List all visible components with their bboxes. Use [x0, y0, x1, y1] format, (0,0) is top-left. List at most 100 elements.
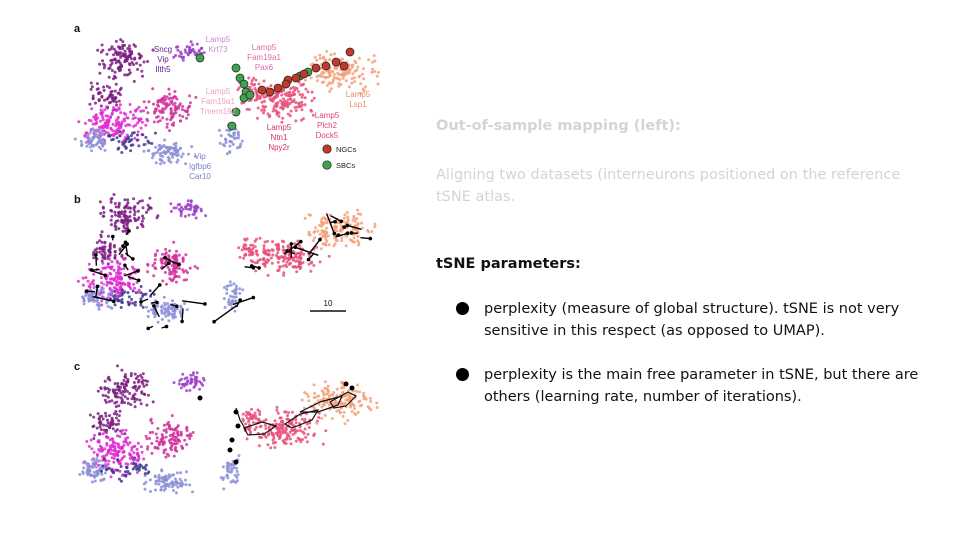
scatter-point: [113, 382, 117, 386]
scatter-point: [114, 219, 118, 223]
scatter-point: [112, 391, 116, 395]
scatter-point: [300, 108, 304, 112]
scatter-point: [111, 122, 115, 126]
scatter-point: [114, 441, 118, 445]
scatter-point: [102, 85, 105, 89]
scatter-point: [112, 53, 116, 57]
scatter-point: [162, 451, 166, 455]
scatter-point: [173, 265, 177, 269]
scatter-point: [92, 250, 96, 254]
scatter-point: [181, 258, 185, 262]
scatter-point: [249, 259, 253, 263]
scatter-point: [181, 105, 185, 108]
scatter-point: [104, 394, 108, 398]
scatter-point: [109, 289, 113, 293]
scatter-point: [100, 43, 104, 47]
scatter-point: [123, 49, 127, 53]
scatter-point: [110, 138, 114, 142]
scatter-point: [113, 276, 117, 280]
scatter-point: [118, 130, 122, 134]
scatter-point: [124, 462, 128, 466]
scatter-point: [114, 124, 118, 128]
scatter-point: [117, 99, 121, 103]
scatter-point: [299, 265, 303, 269]
scatter-point: [119, 65, 123, 69]
scatter-point: [120, 151, 124, 154]
scatter-point: [257, 444, 261, 448]
scatter-point: [107, 400, 111, 404]
scatter-point: [104, 266, 108, 270]
scatter-point: [115, 103, 118, 107]
scatter-point: [164, 430, 168, 434]
scatter-point: [113, 445, 117, 449]
scatter-point: [96, 141, 100, 145]
scatter-point: [176, 203, 180, 207]
scatter-point: [340, 72, 344, 76]
arrow-head: [180, 319, 184, 324]
scatter-point: [146, 208, 150, 212]
scatter-point: [108, 257, 111, 261]
scatter-point: [100, 230, 104, 234]
sbc-points: [195, 53, 313, 131]
scatter-point: [111, 440, 115, 443]
scatter-point: [233, 292, 237, 296]
scatter-point: [107, 459, 111, 463]
scatter-point: [108, 422, 112, 426]
scatter-point: [304, 87, 308, 91]
scatter-point: [146, 119, 150, 123]
scatter-point: [186, 380, 189, 384]
scatter-point: [173, 146, 176, 150]
scatter-point: [88, 285, 92, 289]
scatter-point: [153, 254, 157, 258]
scatter-point: [127, 49, 131, 53]
scatter-point: [108, 286, 112, 290]
scatter-point: [288, 430, 292, 434]
scatter-point: [170, 264, 174, 268]
scatter-point: [144, 106, 148, 110]
scatter-point: [77, 120, 81, 124]
scatter-point: [262, 111, 265, 115]
scatter-point: [120, 368, 124, 372]
scatter-point: [108, 297, 112, 301]
scatter-point: [129, 287, 133, 290]
scatter-point: [114, 410, 118, 413]
scatter-point: [113, 96, 117, 100]
scatter-point: [123, 473, 127, 477]
scatter-point: [176, 150, 180, 153]
scatter-point: [312, 230, 316, 234]
scatter-point: [145, 383, 149, 387]
scatter-point: [301, 438, 305, 441]
scatter-point: [95, 299, 99, 303]
label-krt73: Lamp5 Krt73: [206, 35, 231, 54]
scatter-point: [102, 423, 106, 427]
scatter-point: [353, 80, 357, 84]
scatter-point: [143, 472, 147, 476]
scatter-point: [344, 79, 348, 83]
scatter-point: [344, 244, 348, 248]
scatter-point: [103, 257, 107, 260]
scatter-point: [289, 437, 292, 441]
scatter-point: [176, 48, 180, 52]
scatter-point: [256, 259, 260, 263]
scatter-point: [95, 453, 99, 456]
scatter-point: [373, 225, 377, 229]
scatter-point: [263, 252, 267, 256]
outline-3: [299, 395, 344, 413]
scatter-point: [161, 436, 165, 440]
scatter-point: [164, 435, 168, 439]
scatter-point: [126, 470, 130, 473]
scatter-point: [238, 291, 242, 295]
scatter-point: [173, 275, 176, 279]
scatter-point: [140, 69, 144, 73]
scatter-point: [108, 251, 112, 254]
scatter-point: [141, 305, 145, 309]
scatter-point: [115, 271, 118, 275]
scatter-point: [135, 458, 139, 462]
scatter-point: [275, 94, 279, 98]
arrow-head: [333, 219, 337, 224]
scatter-point: [114, 51, 118, 55]
scatter-point: [167, 254, 171, 258]
scatter-point: [131, 289, 135, 293]
scatter-point: [174, 95, 177, 99]
ngc-marker: [265, 87, 275, 97]
